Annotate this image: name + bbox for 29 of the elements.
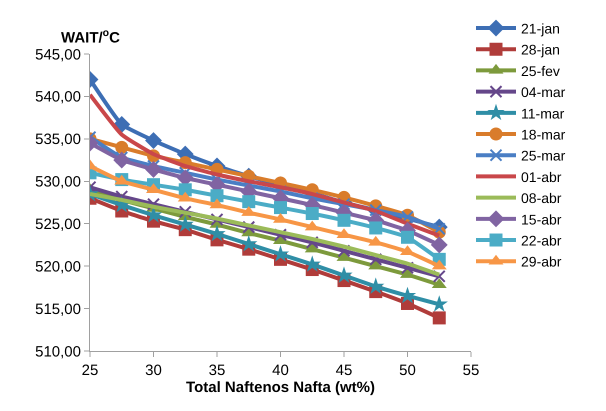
legend-label: 15-abr [521, 211, 562, 228]
y-tick-label: 515,00 [35, 300, 81, 318]
y-tick-label: 545,00 [35, 46, 81, 64]
legend-label: 18-mar [521, 126, 566, 142]
legend-label: 25-mar [521, 148, 566, 164]
legend-label: 29-abr [521, 254, 562, 270]
x-tick-label: 55 [462, 362, 480, 379]
x-tick-label: 35 [208, 362, 226, 379]
legend-label: 25-fev [521, 62, 560, 79]
y-tick-label: 525,00 [35, 216, 81, 233]
legend-label: 11-mar [521, 105, 565, 122]
legend-label: 08-abr [521, 190, 562, 206]
x-tick-label: 40 [272, 362, 289, 379]
x-tick-label: 30 [145, 362, 162, 379]
y-tick-label: 530,00 [35, 174, 81, 191]
x-axis-title: Total Naftenos Nafta (wt%) [186, 379, 375, 396]
y-tick-label: 535,00 [35, 131, 81, 148]
legend-label: 28-jan [521, 42, 560, 58]
y-tick-label: 540,00 [35, 88, 81, 106]
y-tick-label: 520,00 [35, 258, 81, 276]
y-tick-label: 510,00 [35, 343, 81, 360]
legend-label: 21-jan [521, 20, 560, 36]
x-tick-label: 25 [82, 362, 98, 379]
x-tick-label: 45 [336, 362, 352, 379]
legend-label: 04-mar [521, 84, 566, 100]
legend-label: 01-abr [521, 168, 562, 185]
y-axis-title: WAIT/$^{o}$C [61, 27, 120, 46]
x-tick-label: 50 [399, 362, 416, 379]
legend-label: 22-abr [521, 232, 562, 248]
